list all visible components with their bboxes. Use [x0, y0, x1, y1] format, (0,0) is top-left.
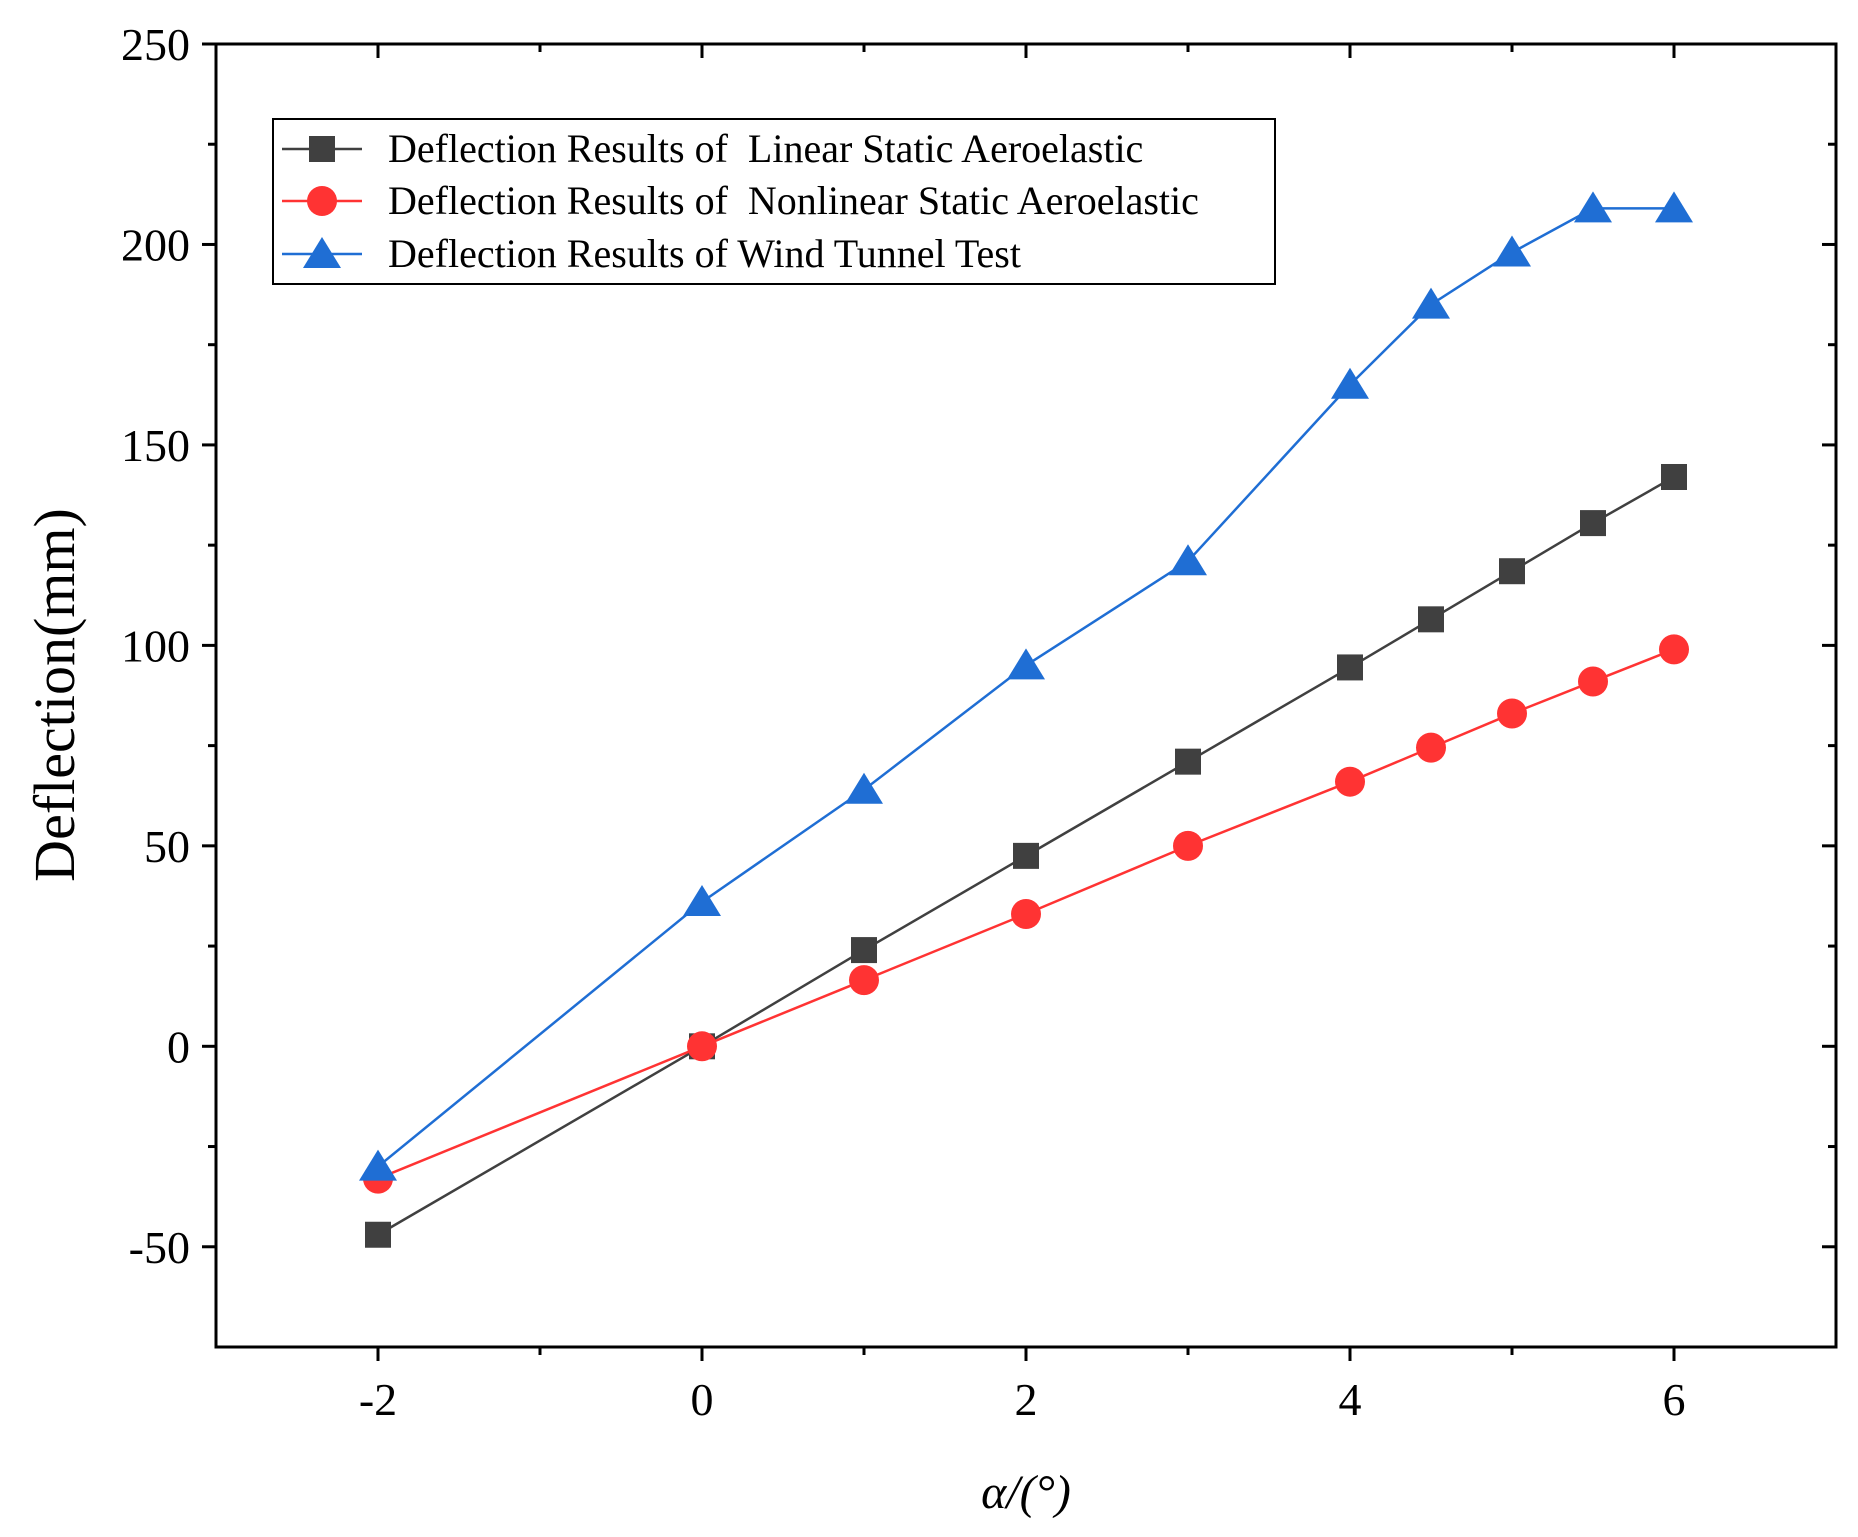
- legend-marker: [303, 237, 341, 268]
- x-tick-label: 4: [1339, 1374, 1362, 1425]
- y-tick-label: 150: [121, 420, 190, 471]
- series-line: [377, 475, 1675, 1236]
- series-layer: [359, 191, 1693, 1248]
- data-point: [1337, 654, 1363, 681]
- data-point: [1335, 766, 1365, 797]
- legend-label: Deflection Results of Linear Static Aero…: [388, 126, 1143, 171]
- data-point: [849, 965, 879, 996]
- data-point: [359, 1149, 397, 1181]
- series-triangle: [359, 191, 1693, 1181]
- x-tick-label: -2: [359, 1374, 397, 1425]
- data-point: [1416, 732, 1446, 763]
- data-point: [1418, 606, 1444, 633]
- data-point: [845, 772, 883, 804]
- y-tick-label: 0: [167, 1021, 190, 1072]
- data-point: [1175, 748, 1201, 775]
- legend-entries: Deflection Results of Linear Static Aero…: [282, 126, 1199, 276]
- y-axis-title: Deflection(mm): [22, 508, 87, 882]
- data-point: [687, 1031, 717, 1062]
- x-tick-label: 6: [1663, 1374, 1686, 1425]
- y-tick-label: -50: [129, 1222, 190, 1273]
- x-axis-title: α/(°): [981, 1466, 1071, 1519]
- data-point: [1497, 698, 1527, 729]
- axis-ticks: -2 0 2 4 6 -50 0 50 100 150 200 250: [121, 19, 1836, 1425]
- legend-entry: Deflection Results of Nonlinear Static A…: [282, 178, 1199, 223]
- legend-entry: Deflection Results of Linear Static Aero…: [282, 126, 1143, 171]
- y-tick-label: 100: [121, 620, 190, 671]
- data-point: [1499, 558, 1525, 585]
- data-point: [1493, 235, 1531, 267]
- series-square: [365, 463, 1687, 1248]
- data-point: [1412, 287, 1450, 319]
- series-line: [377, 207, 1674, 1168]
- data-point: [851, 937, 877, 964]
- y-tick-label: 250: [121, 19, 190, 70]
- y-tick-label: 50: [144, 821, 190, 872]
- legend-label: Deflection Results of Nonlinear Static A…: [388, 178, 1199, 223]
- data-point: [1013, 842, 1039, 869]
- legend-marker: [307, 186, 337, 216]
- data-point: [1169, 544, 1207, 576]
- data-point: [1011, 899, 1041, 930]
- series-line: [377, 648, 1675, 1180]
- data-point: [1659, 634, 1689, 665]
- data-point: [1574, 191, 1612, 223]
- data-point: [1007, 648, 1045, 680]
- data-point: [683, 884, 721, 916]
- legend-label: Deflection Results of Wind Tunnel Test: [388, 231, 1021, 276]
- data-point: [1655, 191, 1693, 223]
- data-point: [1578, 666, 1608, 697]
- y-tick-label: 200: [121, 219, 190, 270]
- data-point: [1661, 463, 1687, 490]
- data-point: [1173, 830, 1203, 861]
- x-tick-label: 2: [1015, 1374, 1038, 1425]
- legend: Deflection Results of Linear Static Aero…: [272, 118, 1276, 285]
- legend-marker: [309, 136, 335, 162]
- legend-box: [272, 118, 1276, 285]
- series-circle: [363, 634, 1689, 1194]
- legend-entry: Deflection Results of Wind Tunnel Test: [282, 231, 1021, 276]
- data-point: [365, 1221, 391, 1248]
- x-tick-label: 0: [691, 1374, 714, 1425]
- data-point: [1580, 510, 1606, 537]
- data-point: [1331, 367, 1369, 399]
